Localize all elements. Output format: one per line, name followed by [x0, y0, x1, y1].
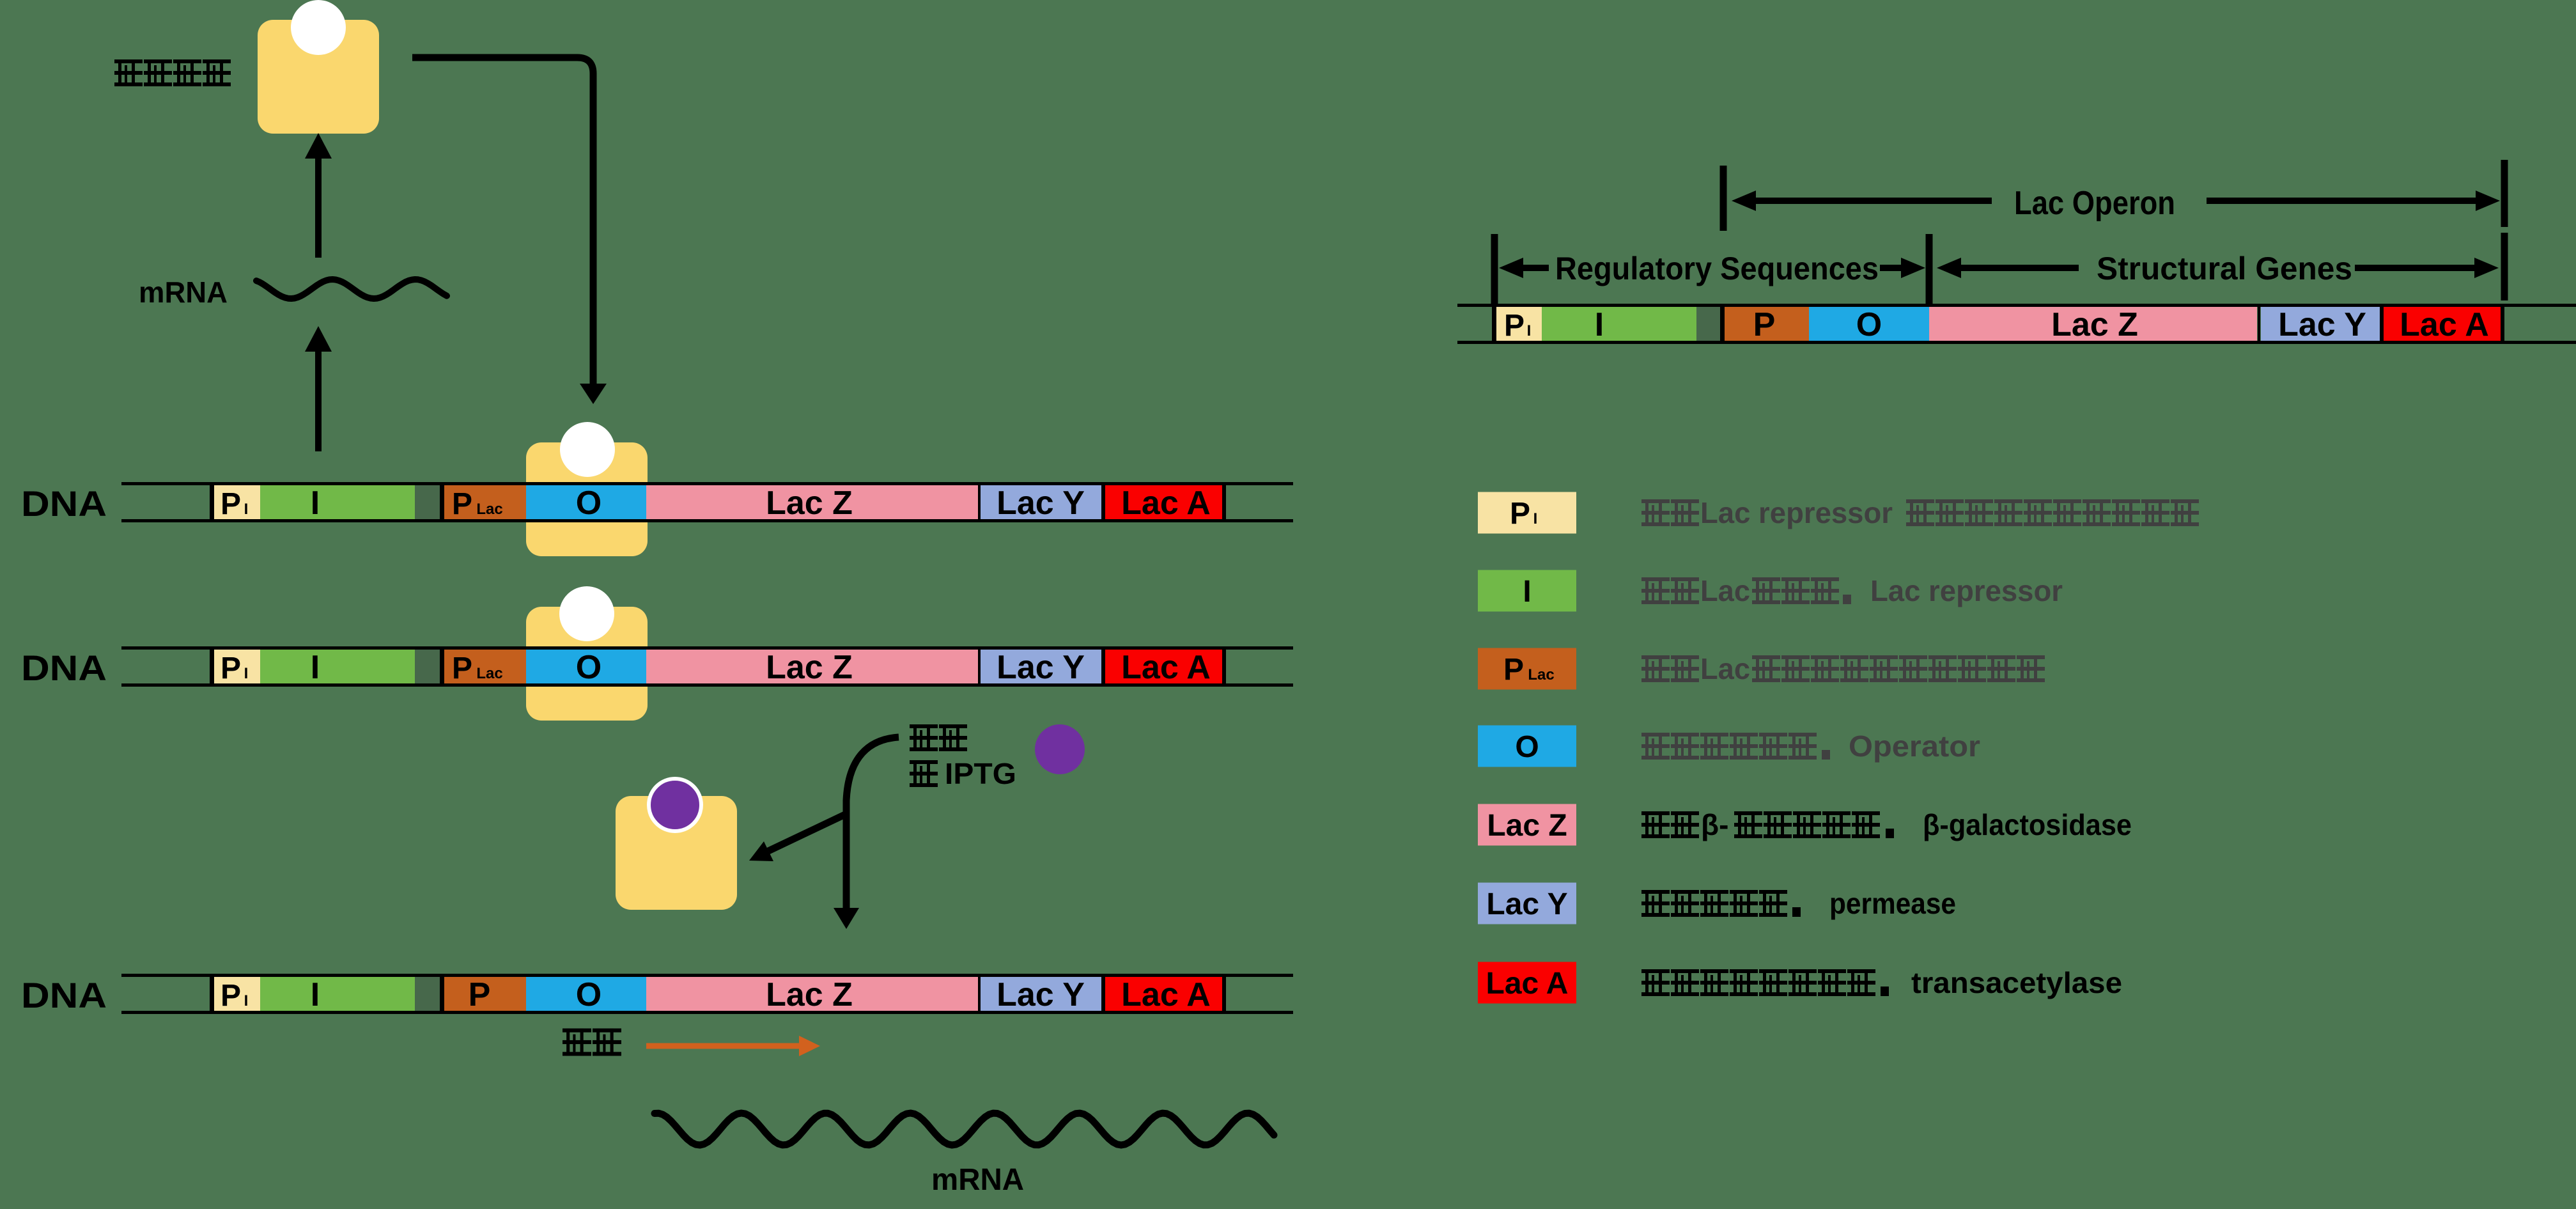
svg-text:Lac: Lac — [1700, 652, 1750, 685]
svg-text:O: O — [576, 485, 601, 522]
svg-text:DNA: DNA — [21, 648, 107, 688]
svg-text:Structural Genes: Structural Genes — [2097, 251, 2352, 286]
svg-text:permease: permease — [1829, 887, 1956, 920]
svg-text:P: P — [221, 979, 241, 1013]
svg-text:Lac: Lac — [476, 665, 502, 682]
svg-text:Lac Y: Lac Y — [2278, 306, 2366, 343]
svg-text:Lac Operon: Lac Operon — [2014, 185, 2175, 222]
svg-text:P: P — [469, 976, 491, 1013]
svg-text:Lac: Lac — [1528, 666, 1554, 683]
svg-text:I: I — [1523, 575, 1531, 609]
svg-text:O: O — [576, 976, 601, 1013]
svg-text:Lac repressor: Lac repressor — [1870, 574, 2063, 607]
svg-text:O: O — [576, 649, 601, 686]
svg-text:I: I — [311, 649, 320, 686]
svg-text:Operator: Operator — [1849, 729, 1980, 763]
svg-text:DNA: DNA — [21, 483, 107, 524]
svg-text:transacetylase: transacetylase — [1911, 966, 2122, 999]
svg-text:Lac Y: Lac Y — [997, 485, 1085, 522]
svg-text:Lac A: Lac A — [1486, 967, 1569, 1001]
svg-text:I: I — [244, 665, 249, 682]
svg-text:Lac: Lac — [1700, 574, 1750, 607]
svg-text:P: P — [1503, 653, 1524, 687]
svg-text:P: P — [221, 651, 241, 685]
svg-text:Lac Z: Lac Z — [2051, 306, 2138, 343]
svg-text:Lac Y: Lac Y — [1486, 887, 1567, 921]
svg-text:Lac Z: Lac Z — [1487, 809, 1567, 843]
svg-text:I: I — [244, 992, 249, 1010]
svg-text:O: O — [1515, 730, 1539, 764]
svg-text:P: P — [1753, 306, 1776, 343]
svg-text:I: I — [1595, 306, 1604, 343]
svg-text:β-galactosidase: β-galactosidase — [1923, 808, 2132, 841]
svg-text:Lac repressor: Lac repressor — [1700, 496, 1893, 529]
svg-text:Lac Y: Lac Y — [997, 976, 1085, 1013]
svg-text:P: P — [452, 651, 472, 685]
svg-text:P: P — [221, 487, 241, 521]
svg-text:β-: β- — [1701, 808, 1728, 841]
svg-text:Regulatory Sequences: Regulatory Sequences — [1555, 251, 1879, 286]
svg-text:I: I — [244, 501, 249, 518]
svg-text:P: P — [452, 487, 472, 521]
svg-text:I: I — [311, 485, 320, 522]
svg-text:IPTG: IPTG — [945, 757, 1016, 790]
svg-text:I: I — [1527, 322, 1532, 339]
svg-text:Lac A: Lac A — [1121, 976, 1211, 1013]
svg-text:Lac Y: Lac Y — [997, 649, 1085, 686]
svg-text:Lac A: Lac A — [2400, 306, 2489, 343]
svg-text:I: I — [1533, 510, 1538, 527]
svg-text:P: P — [1510, 497, 1530, 531]
svg-text:mRNA: mRNA — [139, 276, 228, 309]
svg-text:Lac Z: Lac Z — [766, 976, 853, 1013]
svg-text:Lac A: Lac A — [1121, 485, 1211, 522]
svg-text:Lac Z: Lac Z — [766, 485, 853, 522]
svg-text:Lac: Lac — [476, 501, 502, 518]
svg-text:DNA: DNA — [21, 975, 107, 1015]
svg-text:mRNA: mRNA — [931, 1163, 1024, 1197]
svg-text:Lac Z: Lac Z — [766, 649, 853, 686]
svg-text:O: O — [1856, 306, 1882, 343]
svg-text:Lac A: Lac A — [1121, 649, 1211, 686]
svg-text:P: P — [1504, 309, 1525, 343]
svg-text:I: I — [311, 976, 320, 1013]
